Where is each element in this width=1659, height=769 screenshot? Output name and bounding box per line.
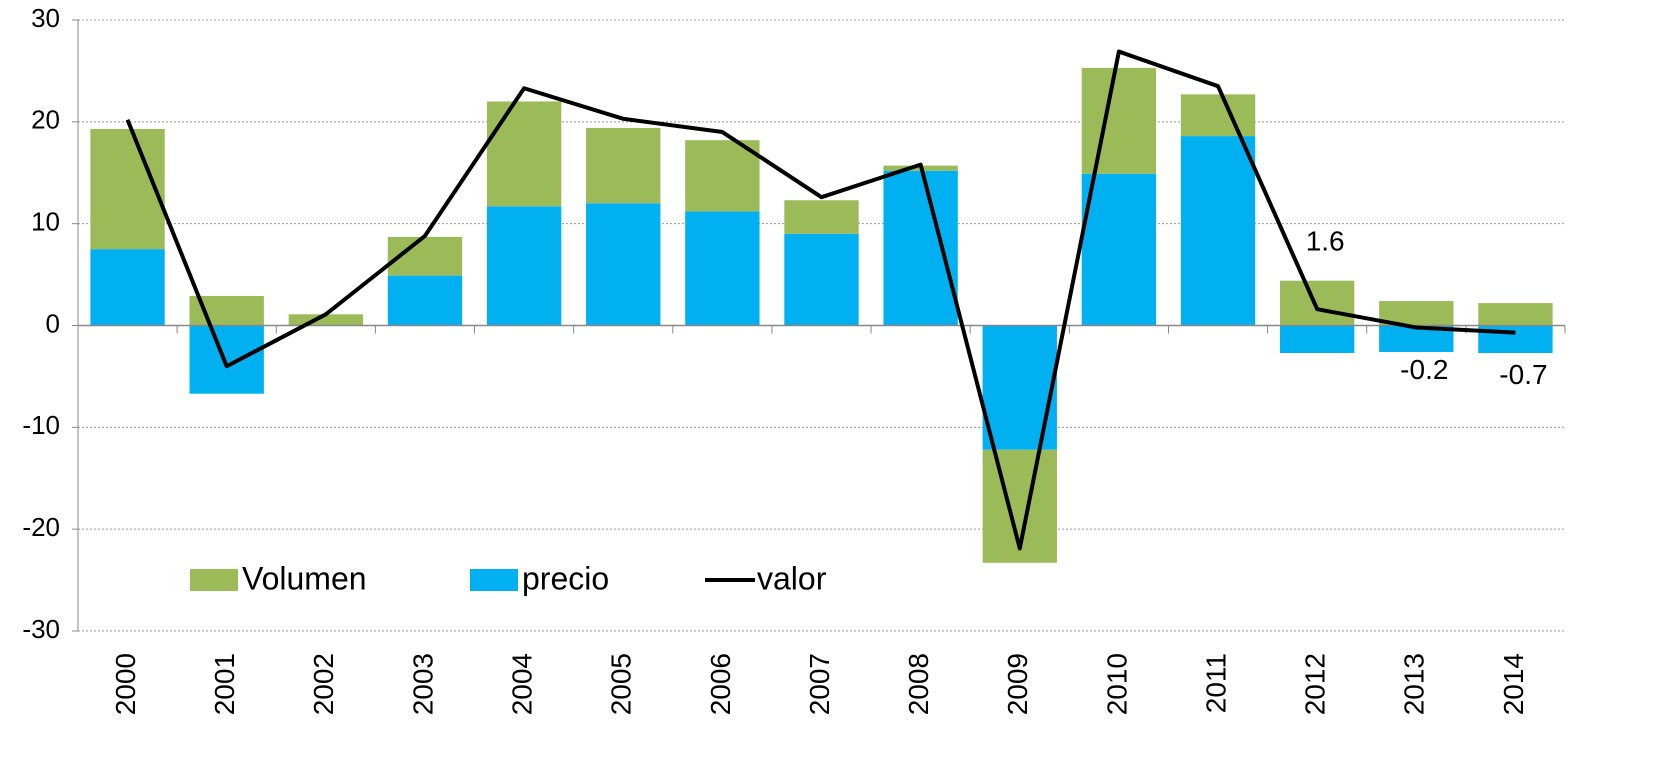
y-tick-label: 10 <box>31 207 60 237</box>
y-tick-label: 30 <box>31 3 60 33</box>
x-tick-label: 2006 <box>705 653 736 715</box>
x-tick-label: 2008 <box>903 653 934 715</box>
bar <box>189 325 264 394</box>
data-label: -0.2 <box>1400 354 1448 385</box>
bar <box>586 203 661 326</box>
bar <box>685 211 760 326</box>
bar <box>685 140 760 212</box>
bar <box>1180 94 1256 137</box>
bar <box>1279 280 1355 326</box>
x-tick-label: 2014 <box>1498 653 1529 715</box>
data-label: 1.6 <box>1306 226 1345 257</box>
x-tick-label: 2004 <box>506 653 537 715</box>
x-tick-label: 2010 <box>1101 653 1132 715</box>
y-tick-label: 0 <box>46 308 60 338</box>
bar <box>288 314 364 326</box>
data-label: -0.7 <box>1499 359 1547 390</box>
line <box>125 49 1516 551</box>
x-tick-label: 2012 <box>1300 653 1331 715</box>
x-tick-label: 2011 <box>1200 653 1231 713</box>
x-tick-label: 2013 <box>1399 653 1430 715</box>
bar <box>1279 325 1355 353</box>
bar <box>586 127 661 204</box>
x-tick-label: 2009 <box>1002 653 1033 715</box>
bar <box>1081 173 1157 326</box>
bar <box>486 206 562 326</box>
bar <box>90 128 165 250</box>
x-tick-label: 2001 <box>209 653 240 715</box>
bar <box>784 200 859 234</box>
y-tick-label: -30 <box>22 614 60 644</box>
y-tick-label: -20 <box>22 512 60 542</box>
bar <box>883 170 958 326</box>
x-tick-label: 2007 <box>804 653 835 715</box>
legend-label: valor <box>757 560 827 596</box>
y-tick-label: 20 <box>31 105 60 135</box>
bar <box>1478 303 1553 326</box>
bar <box>90 249 165 326</box>
bar <box>1180 136 1256 326</box>
bar <box>982 325 1057 450</box>
bar <box>387 275 463 326</box>
x-tick-label: 2005 <box>606 653 637 715</box>
legend-label: precio <box>522 560 609 596</box>
x-tick-label: 2002 <box>308 653 339 715</box>
legend-label: Volumen <box>242 560 367 596</box>
y-tick-label: -10 <box>22 410 60 440</box>
bar <box>486 101 562 207</box>
x-tick-label: 2000 <box>110 653 141 715</box>
legend-swatch <box>190 569 238 591</box>
bar <box>1081 67 1157 174</box>
bar <box>784 233 859 326</box>
x-tick-label: 2003 <box>407 653 438 715</box>
legend-swatch <box>470 569 518 591</box>
